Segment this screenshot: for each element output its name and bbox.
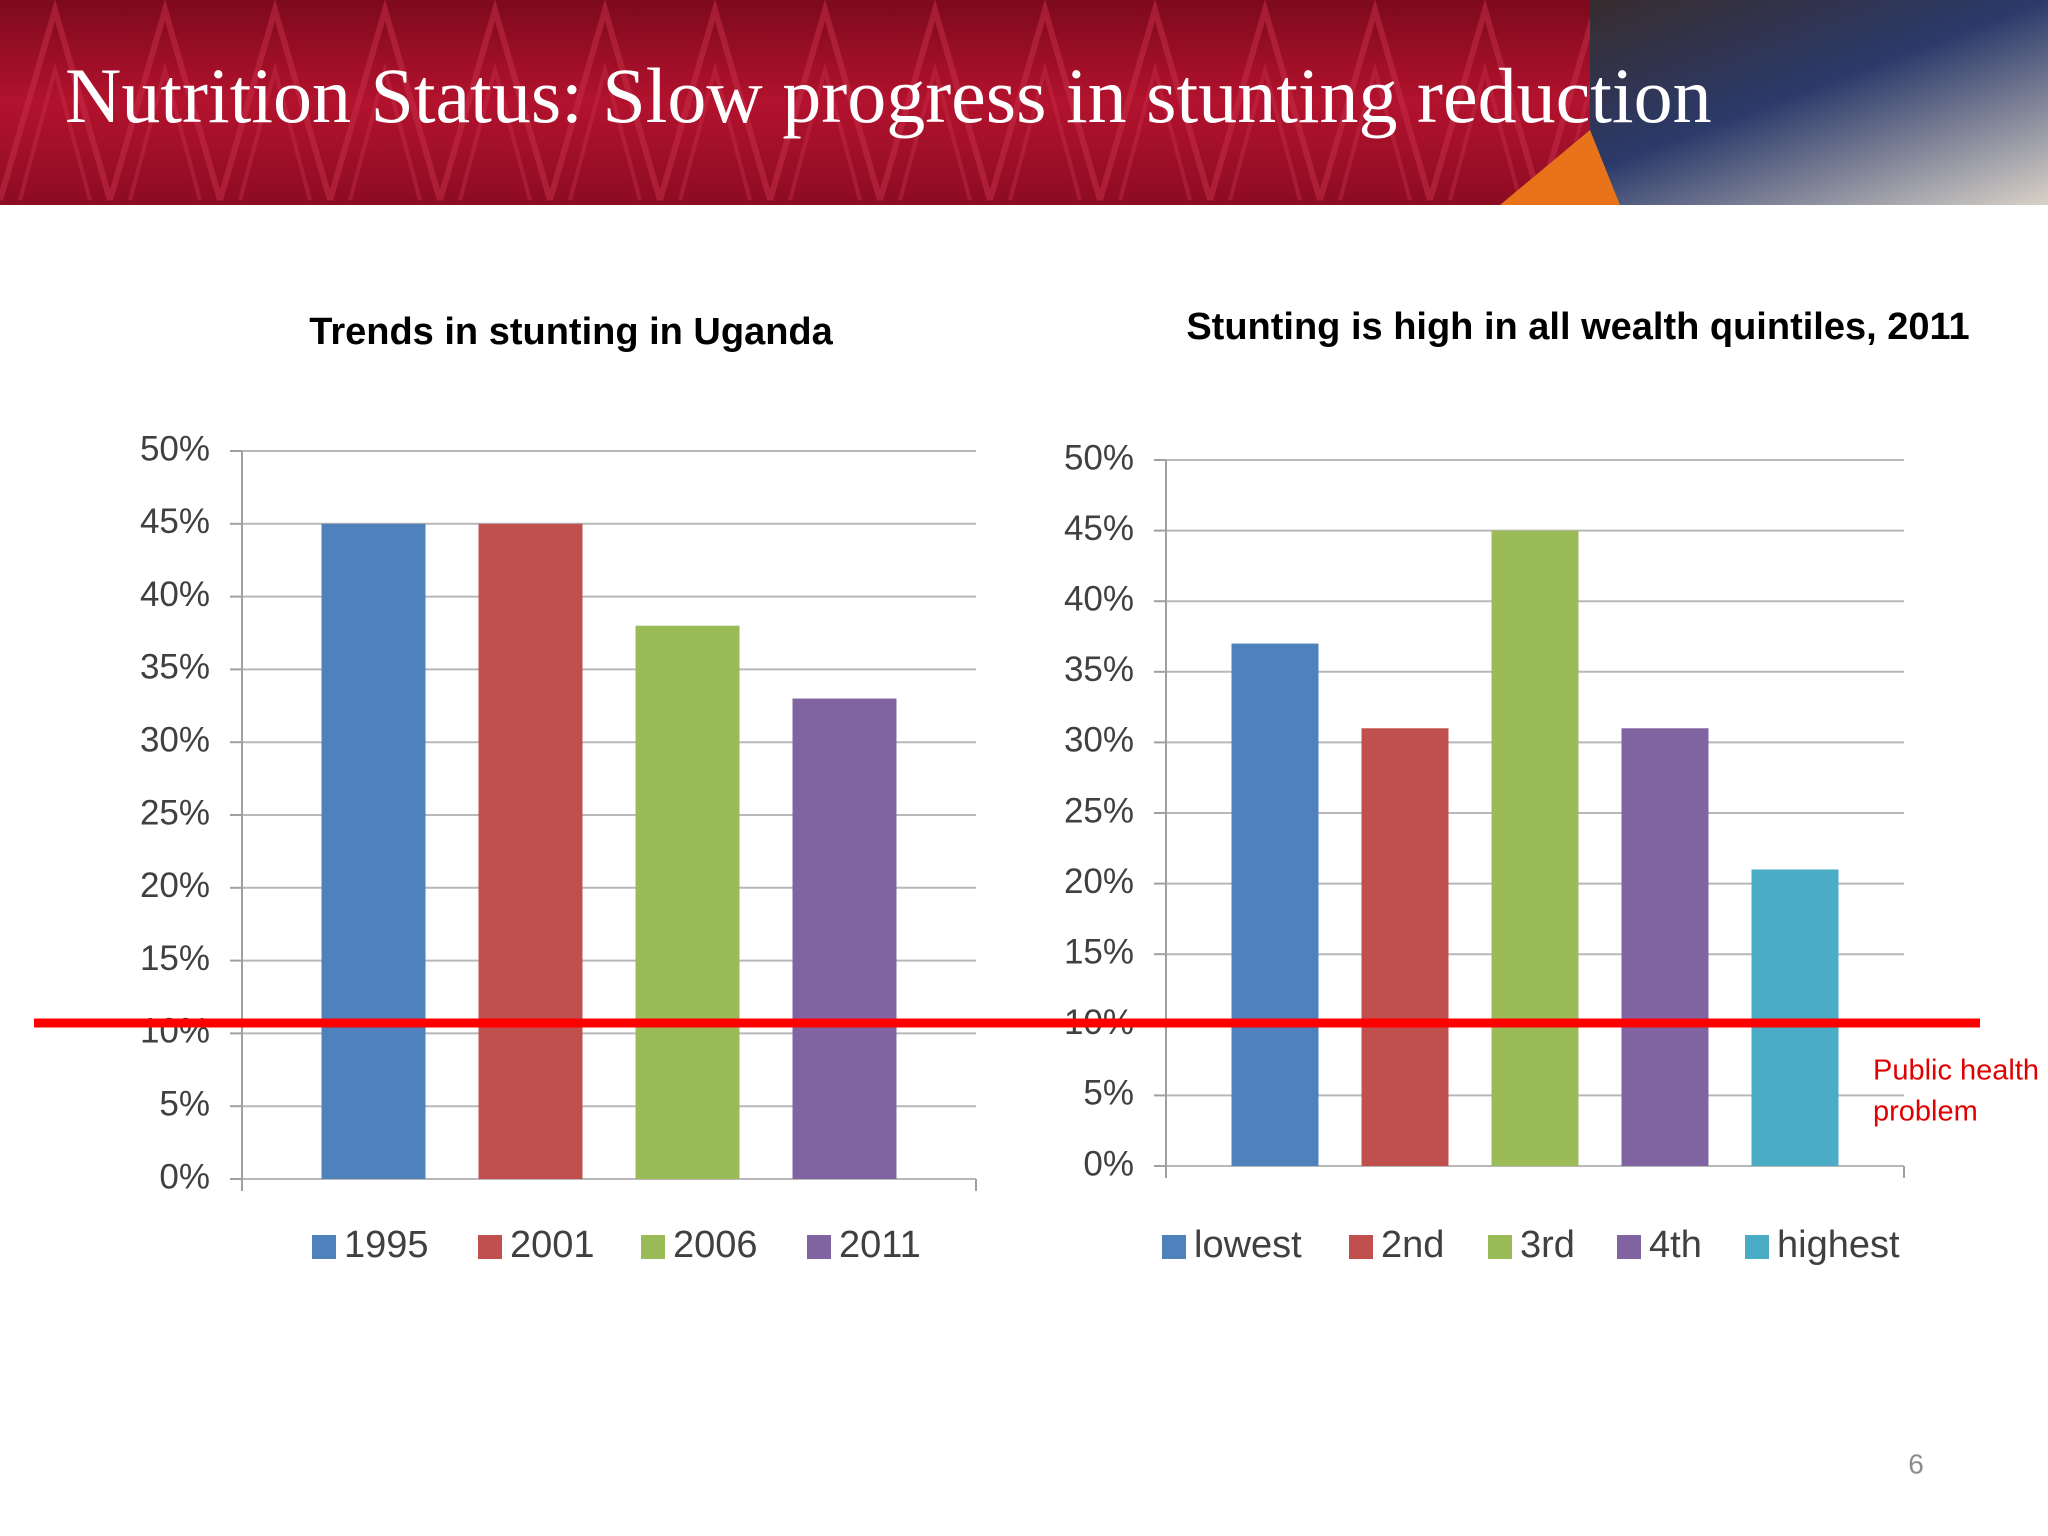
bar bbox=[1621, 728, 1709, 1166]
y-tick-label: 45% bbox=[1064, 509, 1134, 548]
bar bbox=[1751, 869, 1839, 1166]
bar bbox=[792, 698, 897, 1179]
chart-title: Trends in stunting in Uganda bbox=[309, 311, 833, 353]
y-tick-label: 35% bbox=[1064, 650, 1134, 689]
y-tick-label: 50% bbox=[1064, 438, 1134, 477]
bar bbox=[1491, 530, 1579, 1166]
legend-label: 2001 bbox=[510, 1224, 595, 1266]
y-tick-label: 0% bbox=[159, 1157, 210, 1196]
y-tick-label: 25% bbox=[1064, 791, 1134, 830]
legend-swatch bbox=[1349, 1235, 1373, 1259]
legend-label: lowest bbox=[1194, 1224, 1302, 1266]
photo-accent bbox=[1500, 130, 1620, 205]
y-tick-label: 30% bbox=[140, 720, 210, 759]
bar bbox=[635, 625, 740, 1179]
y-tick-label: 20% bbox=[140, 866, 210, 905]
y-tick-label: 45% bbox=[140, 502, 210, 541]
slide-title: Nutrition Status: Slow progress in stunt… bbox=[65, 52, 1712, 139]
annotation-line: problem bbox=[1873, 1096, 1978, 1128]
y-tick-label: 35% bbox=[140, 648, 210, 687]
y-tick-label: 40% bbox=[1064, 579, 1134, 618]
y-tick-label: 5% bbox=[1083, 1074, 1134, 1113]
legend-label: 4th bbox=[1649, 1224, 1702, 1266]
legend-label: 2011 bbox=[839, 1224, 921, 1266]
legend-swatch bbox=[478, 1235, 502, 1259]
y-tick-label: 25% bbox=[140, 793, 210, 832]
header-photo bbox=[1500, 0, 2048, 205]
y-tick-label: 0% bbox=[1083, 1144, 1134, 1183]
legend-swatch bbox=[1745, 1235, 1769, 1259]
y-tick-label: 10% bbox=[140, 1012, 210, 1051]
bar bbox=[321, 523, 426, 1179]
legend-label: 1995 bbox=[344, 1224, 429, 1266]
chart-title: Stunting is high in all wealth quintiles… bbox=[1186, 306, 1969, 348]
legend-label: 3rd bbox=[1520, 1224, 1575, 1266]
annotation-line: Public health bbox=[1873, 1055, 2039, 1087]
bar bbox=[1231, 643, 1319, 1166]
y-tick-label: 15% bbox=[140, 939, 210, 978]
slide-number: 6 bbox=[1908, 1448, 1924, 1479]
y-tick-label: 20% bbox=[1064, 862, 1134, 901]
header-pattern bbox=[0, 0, 1590, 205]
y-tick-label: 40% bbox=[140, 575, 210, 614]
legend-label: 2006 bbox=[673, 1224, 758, 1266]
y-tick-label: 50% bbox=[140, 429, 210, 468]
legend-swatch bbox=[641, 1235, 665, 1259]
legend-label: highest bbox=[1777, 1224, 1900, 1266]
y-tick-label: 30% bbox=[1064, 721, 1134, 760]
bar bbox=[478, 523, 583, 1179]
legend-swatch bbox=[312, 1235, 336, 1259]
legend-swatch bbox=[1162, 1235, 1186, 1259]
bar bbox=[1361, 728, 1449, 1166]
legend-swatch bbox=[1488, 1235, 1512, 1259]
y-tick-label: 5% bbox=[159, 1084, 210, 1123]
legend-swatch bbox=[807, 1235, 831, 1259]
legend-swatch bbox=[1617, 1235, 1641, 1259]
legend-label: 2nd bbox=[1381, 1224, 1444, 1266]
y-tick-label: 15% bbox=[1064, 932, 1134, 971]
